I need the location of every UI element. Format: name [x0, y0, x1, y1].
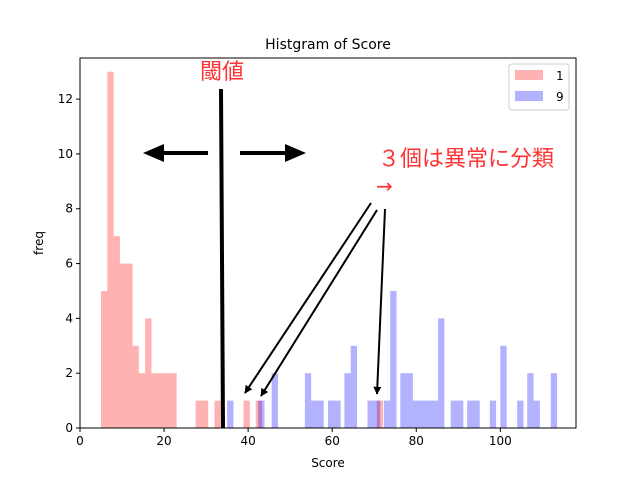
bar-series-9-29 — [533, 400, 540, 428]
bar-series-9-2 — [271, 373, 278, 428]
bar-series-1-4 — [126, 263, 133, 428]
bar-series-9-16 — [412, 400, 420, 428]
bar-series-9-18 — [425, 400, 432, 428]
x-tick-label: 60 — [325, 434, 340, 448]
y-tick-label: 10 — [58, 147, 73, 161]
y-tick-label: 8 — [65, 202, 73, 216]
x-axis-label: Score — [311, 456, 345, 470]
bar-series-1-0 — [101, 290, 108, 428]
bar-series-1-17 — [376, 400, 384, 428]
y-axis-label: freq — [32, 231, 46, 255]
y-tick-label: 0 — [65, 421, 73, 435]
bar-series-9-0 — [227, 400, 234, 428]
bar-series-1-2 — [113, 236, 120, 428]
bar-series-9-22 — [457, 400, 464, 428]
legend-frame — [508, 63, 570, 111]
bar-series-9-5 — [317, 400, 324, 428]
bar-series-1-10 — [164, 373, 171, 428]
bar-series-9-8 — [344, 373, 351, 428]
annotation-arrow-glyph: → — [376, 174, 393, 198]
bar-series-9-27 — [517, 400, 524, 428]
bar-series-9-4 — [311, 400, 318, 428]
bar-series-9-26 — [500, 345, 507, 428]
bar-series-9-19 — [431, 400, 439, 428]
bar-series-9-30 — [550, 373, 558, 428]
annotation-text: ３個は異常に分類 — [378, 147, 554, 172]
bar-series-9-21 — [450, 400, 458, 428]
bar-series-1-16 — [255, 400, 263, 428]
pointer-arrow-2 — [260, 209, 378, 397]
bar-series-1-1 — [107, 71, 114, 428]
threshold-label: 閾値 — [200, 60, 244, 85]
bar-series-9-25 — [489, 400, 497, 428]
bar-series-9-11 — [373, 400, 381, 428]
right-arrow — [240, 144, 306, 162]
y-tick-label: 6 — [65, 257, 73, 271]
bar-series-1-9 — [157, 373, 165, 428]
bar-series-9-20 — [438, 318, 445, 428]
x-tick-label: 80 — [409, 434, 424, 448]
legend-swatch-9 — [515, 91, 543, 101]
legend-swatch-1 — [515, 70, 543, 80]
series-1-bars — [101, 71, 384, 428]
bar-series-9-15 — [406, 373, 413, 428]
annotation-pointers — [244, 202, 386, 397]
bar-series-9-24 — [473, 400, 480, 428]
bar-series-9-12 — [383, 400, 391, 428]
bar-series-9-6 — [328, 400, 335, 428]
x-axis-ticks: 0 20 40 60 80 100 — [76, 428, 512, 448]
bar-series-1-6 — [138, 373, 146, 428]
series-9-bars — [227, 290, 558, 428]
legend-label-1: 1 — [556, 69, 564, 83]
bar-series-9-7 — [334, 400, 341, 428]
bar-series-1-13 — [201, 400, 209, 428]
bar-series-1-8 — [151, 373, 158, 428]
x-tick-label: 0 — [76, 434, 84, 448]
bar-series-9-14 — [400, 373, 407, 428]
pointer-arrow-3 — [373, 208, 386, 395]
chart-title: Histgram of Score — [265, 37, 391, 53]
x-tick-label: 100 — [489, 434, 512, 448]
bar-series-9-10 — [367, 400, 374, 428]
pointer-arrow-1 — [244, 202, 372, 394]
y-tick-label: 4 — [65, 311, 73, 325]
bar-series-9-23 — [467, 400, 474, 428]
bar-series-9-17 — [419, 400, 426, 428]
left-arrow — [143, 144, 208, 162]
bar-series-1-14 — [214, 400, 221, 428]
bar-series-9-1 — [258, 400, 265, 428]
plot-area-frame — [79, 57, 577, 429]
y-tick-label: 2 — [65, 366, 73, 380]
bar-series-1-11 — [170, 373, 177, 428]
threshold-line — [219, 88, 225, 429]
y-tick-label: 12 — [58, 92, 73, 106]
legend-label-9: 9 — [556, 90, 564, 104]
bar-series-9-9 — [350, 345, 358, 428]
bar-series-1-7 — [145, 318, 152, 428]
bar-series-9-3 — [304, 373, 312, 428]
y-axis-ticks: 0 2 4 6 8 10 12 — [58, 92, 80, 435]
bar-series-1-5 — [132, 345, 139, 428]
bar-series-1-15 — [243, 400, 250, 428]
bar-series-1-12 — [195, 400, 202, 428]
x-tick-label: 40 — [240, 434, 255, 448]
legend: 1 9 — [508, 63, 570, 111]
x-tick-label: 20 — [156, 434, 171, 448]
bar-series-1-3 — [119, 263, 127, 428]
bar-series-9-28 — [527, 373, 534, 428]
bar-series-9-13 — [390, 290, 397, 428]
